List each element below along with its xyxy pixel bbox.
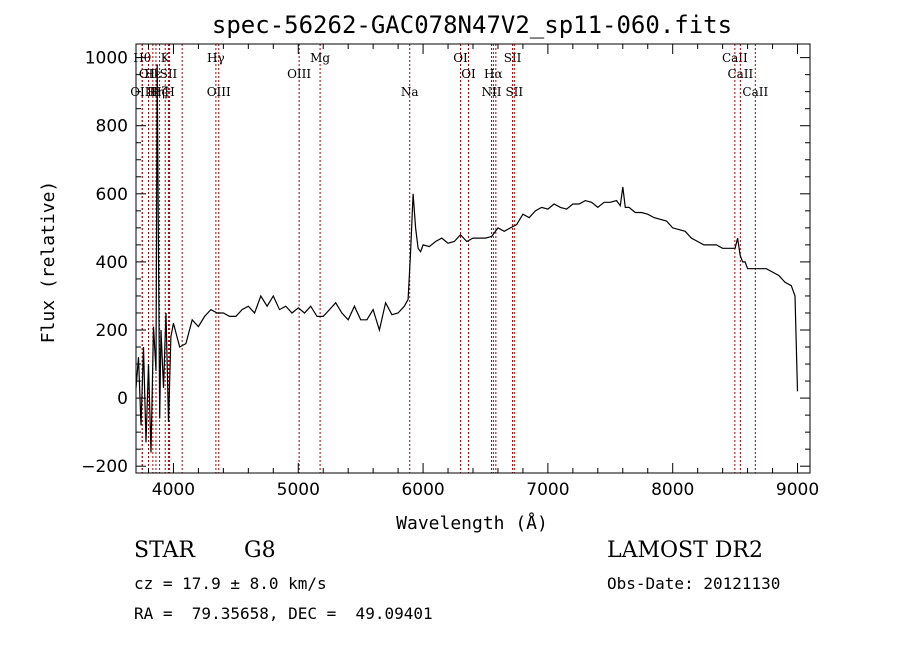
- line-marker-label: CaII: [727, 67, 753, 81]
- line-marker-label: K: [161, 51, 171, 65]
- x-tick-label: 9000: [776, 480, 819, 500]
- y-tick-label: 400: [96, 253, 128, 273]
- line-marker-label: OIII: [287, 67, 311, 81]
- line-marker-label: NII: [481, 85, 501, 99]
- x-axis-label: Wavelength (Å): [396, 512, 548, 534]
- x-tick-label: 8000: [651, 480, 694, 500]
- line-marker-label: H: [164, 85, 174, 99]
- y-tick-label: −200: [81, 457, 128, 477]
- line-marker-label: SII: [504, 51, 522, 65]
- line-marker-label: OIII: [207, 85, 231, 99]
- x-tick-label: 6000: [401, 480, 444, 500]
- line-marker-label: SII: [160, 67, 178, 81]
- y-tick-label: 800: [96, 117, 128, 137]
- line-marker-label: OI: [453, 51, 468, 65]
- object-subclass: G8: [244, 538, 276, 563]
- line-marker-label: OII: [139, 67, 159, 81]
- line-marker-label: Hα: [484, 67, 503, 81]
- x-tick-label: 4000: [152, 480, 195, 500]
- line-marker-label: Hγ: [207, 51, 225, 65]
- spectrum-line: [135, 64, 799, 453]
- plot-frame: [135, 43, 811, 474]
- line-marker-label: SII: [505, 85, 523, 99]
- y-tick-label: 0: [117, 389, 128, 409]
- observation-date: Obs-Date: 20121130: [607, 574, 781, 593]
- x-tick-label: 7000: [526, 480, 569, 500]
- line-marker-label: CaII: [742, 85, 768, 99]
- coordinates: RA = 79.35658, DEC = 49.09401: [134, 604, 433, 623]
- line-marker-label: Na: [401, 85, 419, 99]
- spectral-line-markers: HθOIIOIIIHεHηHζKSIIHHγOIIIOIIIMgNaOIOINI…: [130, 44, 768, 473]
- y-tick-label: 1000: [85, 49, 128, 69]
- redshift-velocity: cz = 17.9 ± 8.0 km/s: [134, 574, 327, 593]
- line-marker-label: Hη: [147, 85, 165, 99]
- survey-name: LAMOST DR2: [607, 538, 763, 563]
- y-tick-label: 600: [96, 185, 128, 205]
- chart-title: spec-56262-GAC078N47V2_sp11-060.fits: [212, 11, 732, 39]
- line-marker-label: CaII: [722, 51, 748, 65]
- object-class: STAR: [134, 538, 195, 563]
- line-marker-label: OI: [461, 67, 476, 81]
- plot-axes: 4000 5000 6000 7000 8000 9000 −200 0 200 400 600 80…: [81, 43, 819, 500]
- x-tick-label: 5000: [277, 480, 320, 500]
- line-marker-label: Hζ: [151, 85, 168, 99]
- y-tick-label: 200: [96, 321, 128, 341]
- line-marker-label: Mg: [310, 51, 330, 65]
- y-axis-label: Flux (relative): [38, 181, 59, 344]
